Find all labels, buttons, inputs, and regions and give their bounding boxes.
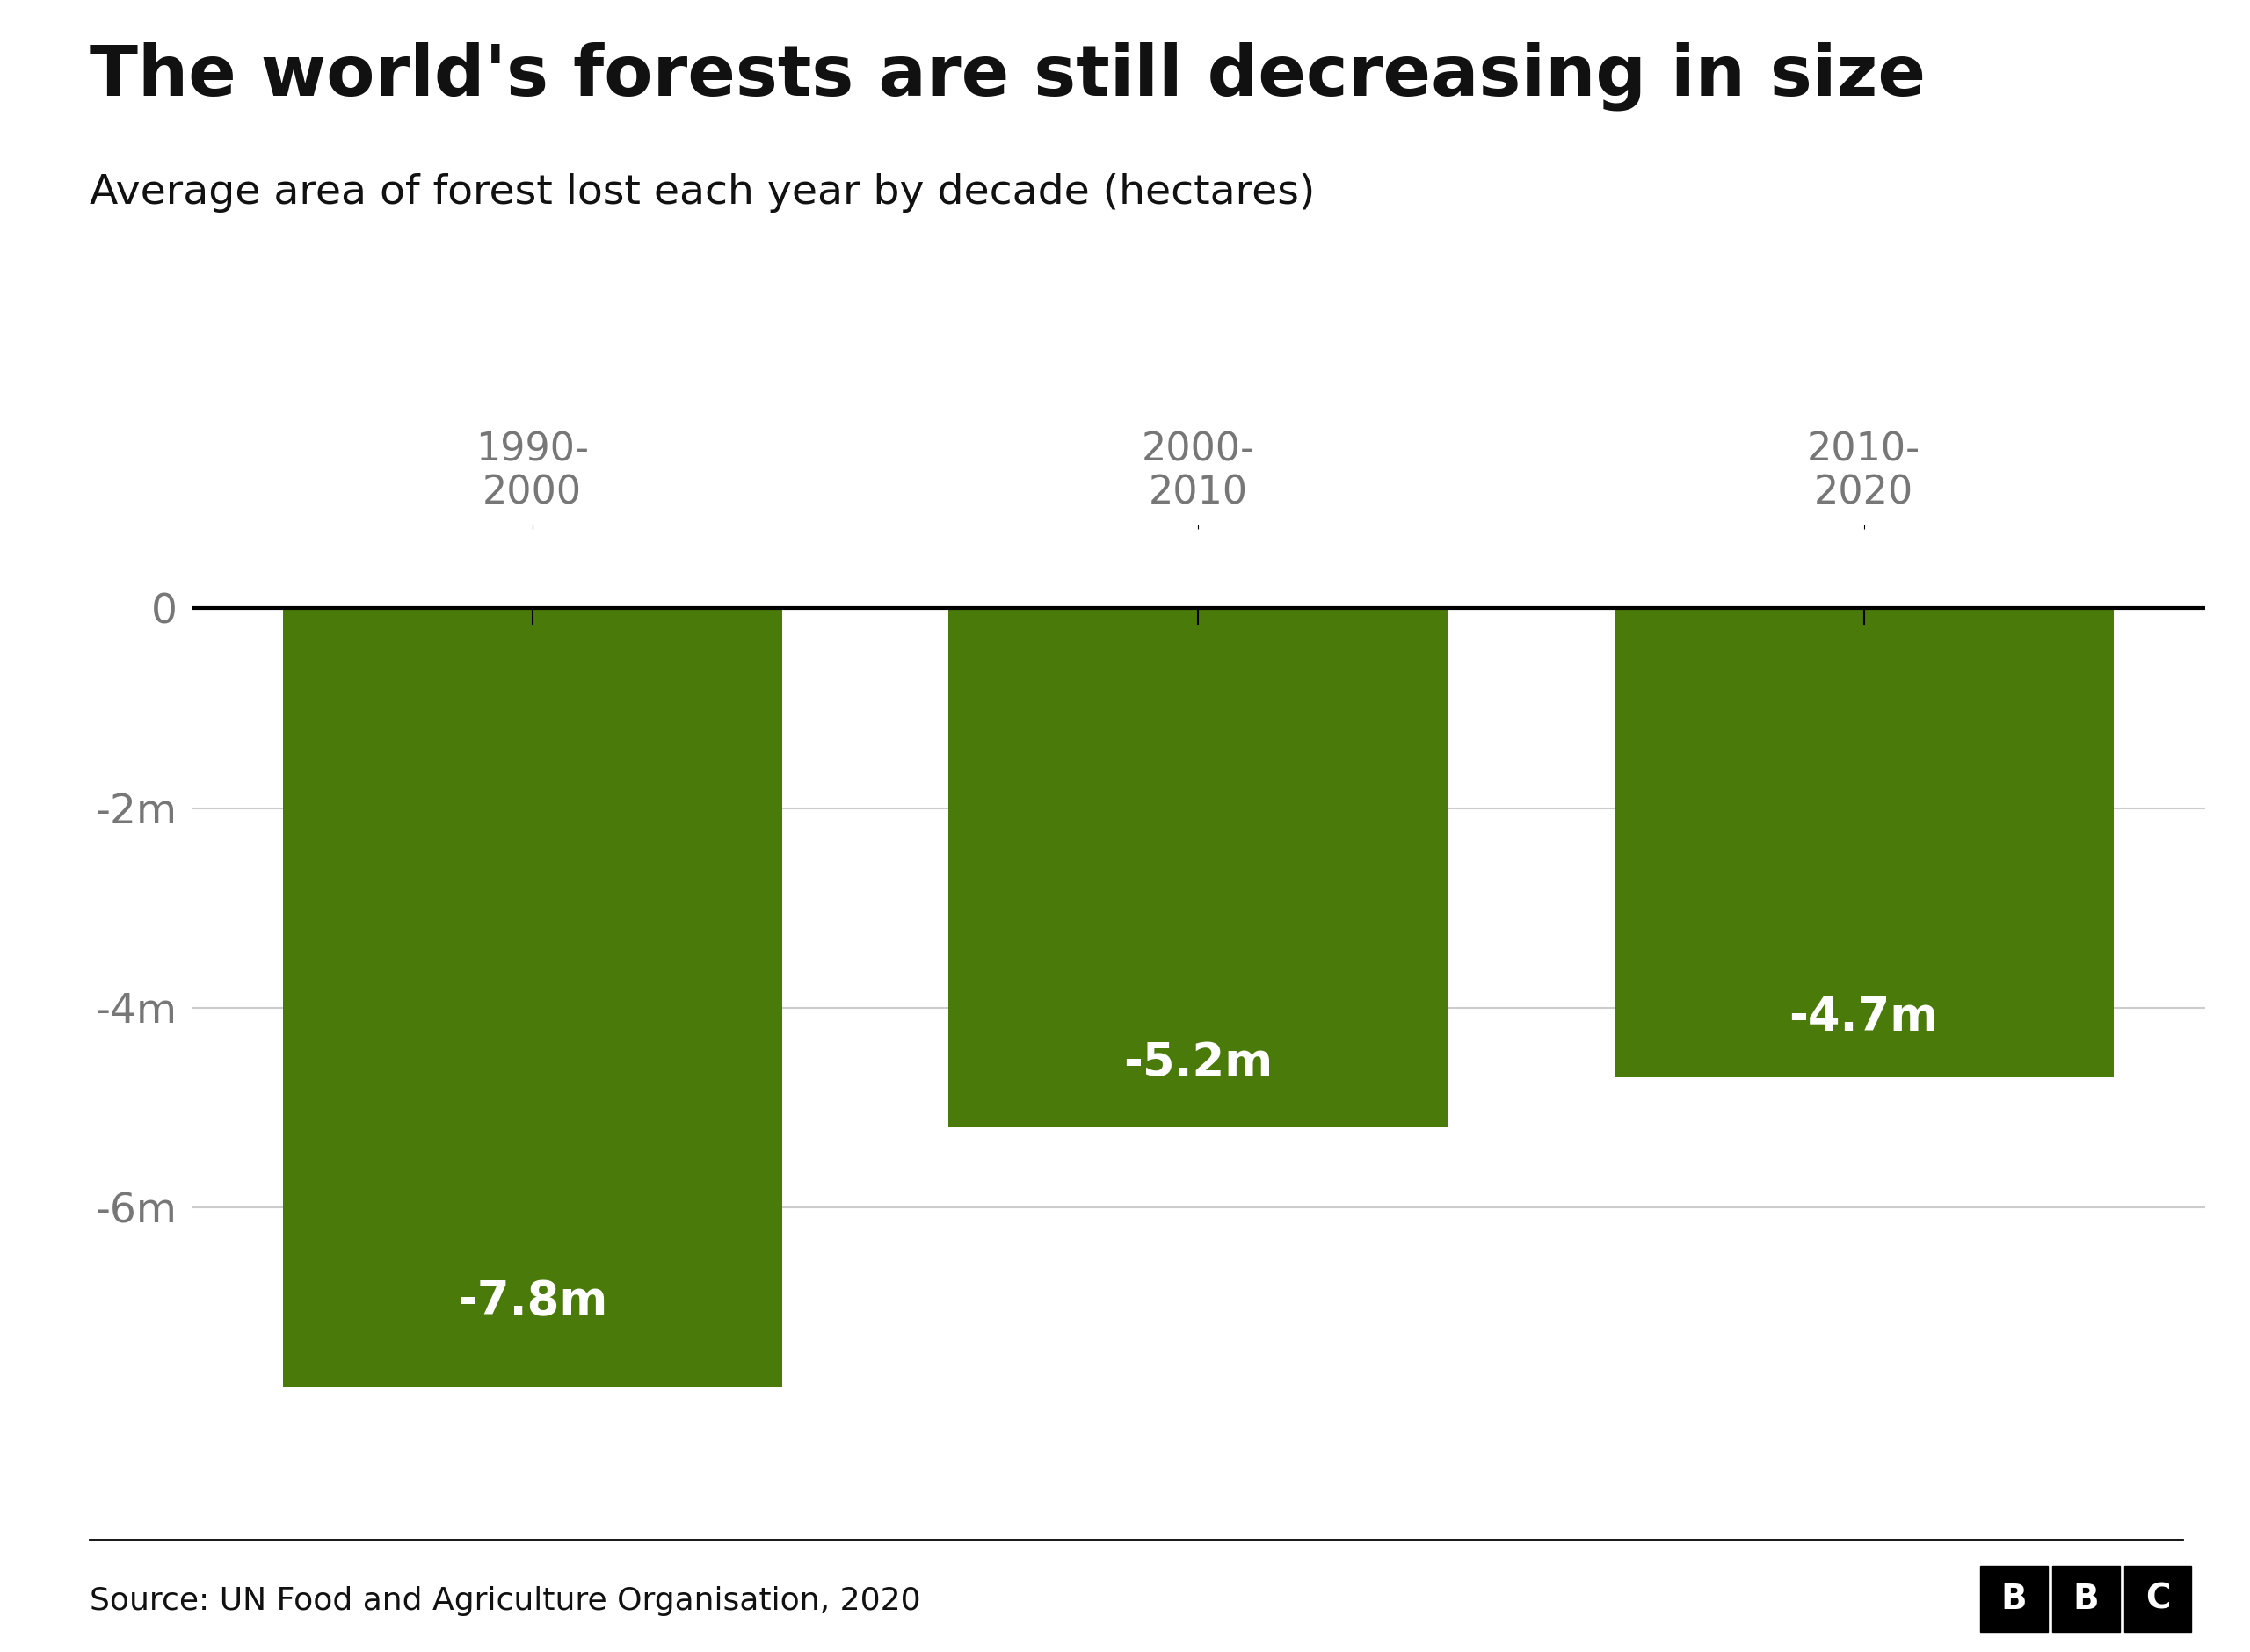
Text: Average area of forest lost each year by decade (hectares): Average area of forest lost each year by… [90, 173, 1316, 213]
Text: -5.2m: -5.2m [1123, 1041, 1274, 1085]
Text: C: C [2144, 1583, 2171, 1616]
Text: The world's forests are still decreasing in size: The world's forests are still decreasing… [90, 41, 1926, 111]
Text: Source: UN Food and Agriculture Organisation, 2020: Source: UN Food and Agriculture Organisa… [90, 1586, 920, 1616]
Bar [284, 608, 783, 1388]
Bar [950, 608, 1447, 1127]
Text: B: B [2072, 1583, 2099, 1616]
Text: B: B [2000, 1583, 2027, 1616]
Text: -7.8m: -7.8m [457, 1279, 608, 1325]
Bar [1613, 608, 2113, 1077]
Text: -4.7m: -4.7m [1789, 995, 1939, 1041]
